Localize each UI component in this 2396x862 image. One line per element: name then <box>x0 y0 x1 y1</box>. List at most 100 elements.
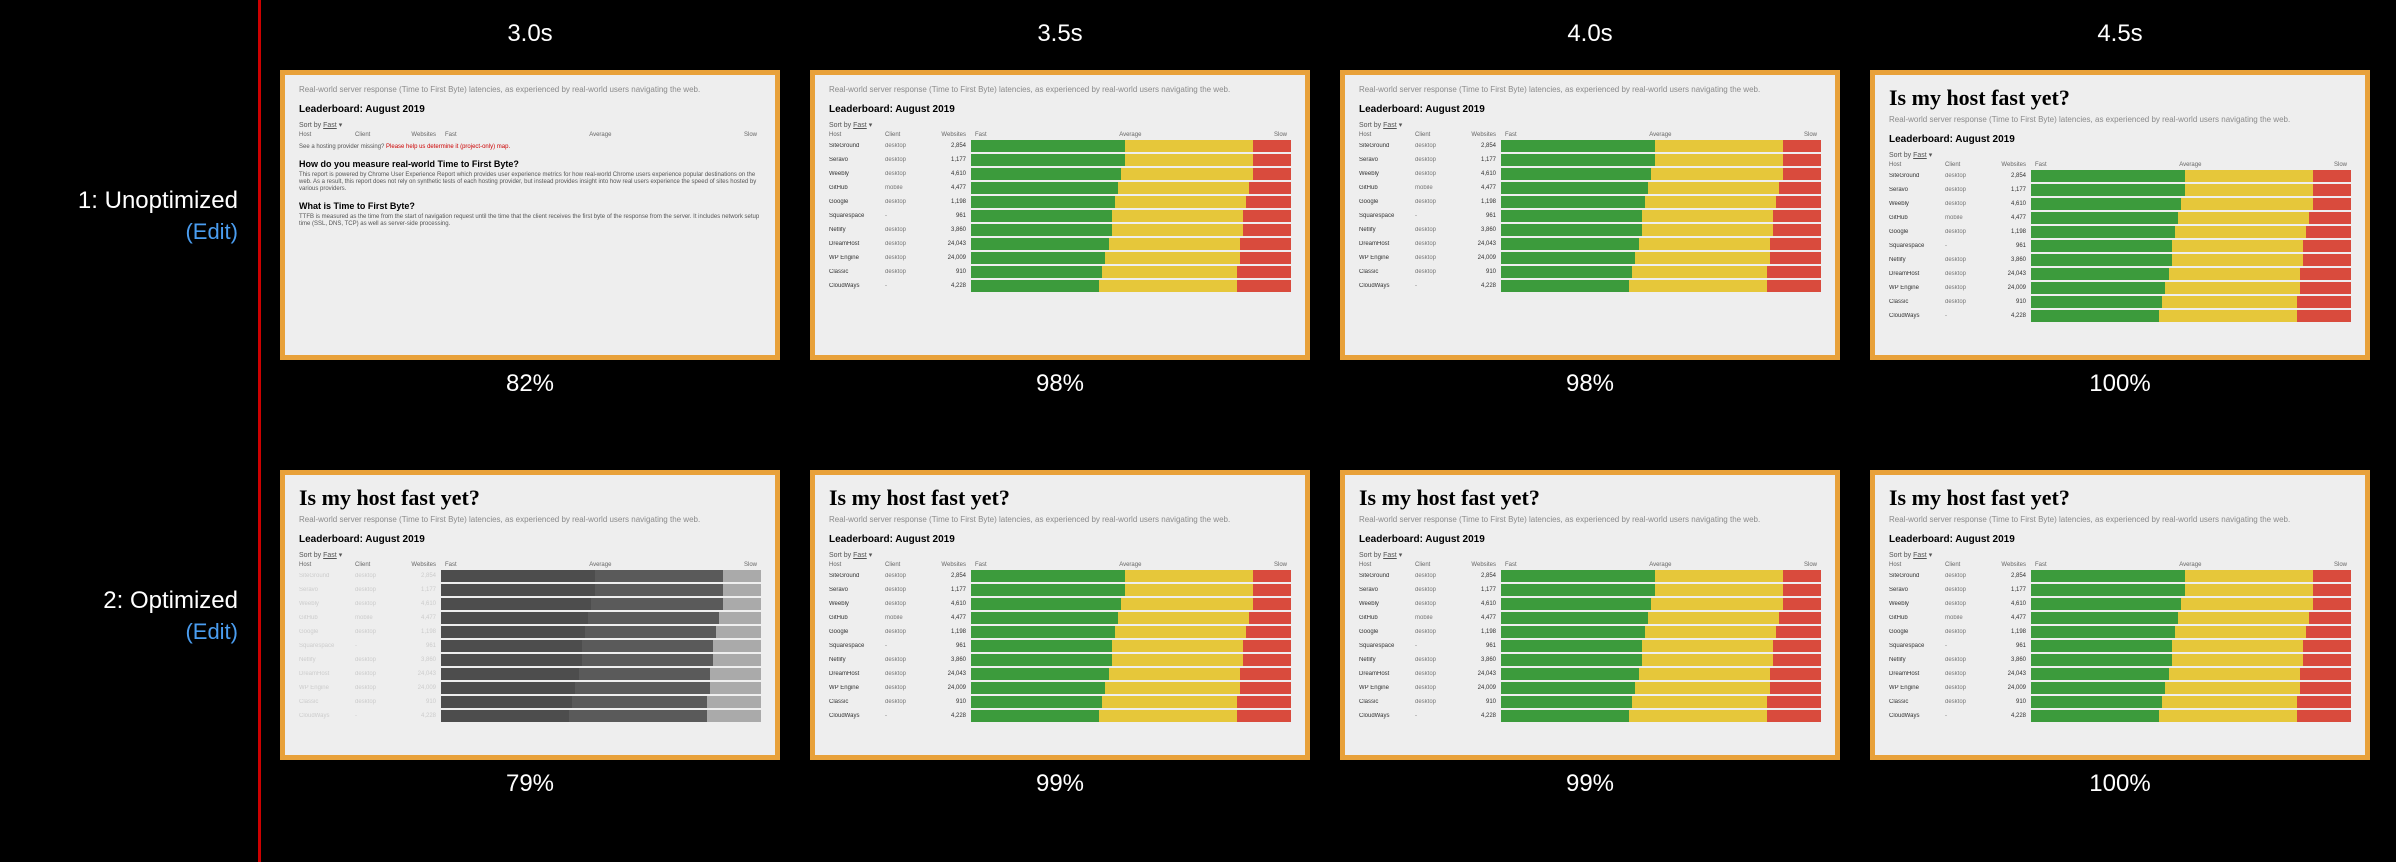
table-row: DreamHostdesktop24,043 <box>1889 668 2351 680</box>
leaderboard-heading: Leaderboard: August 2019 <box>1889 534 2351 545</box>
section-body: This report is powered by Chrome User Ex… <box>299 172 761 193</box>
table-row: WP Enginedesktop24,009 <box>1359 252 1821 264</box>
table-row: Classicdesktop910 <box>1359 266 1821 278</box>
row-label-text: 2: Optimized <box>0 585 238 617</box>
table-row: Netlifydesktop3,860 <box>1359 224 1821 236</box>
page-subtitle: Real-world server response (Time to Firs… <box>829 85 1291 94</box>
table-row: CloudWays-4,228 <box>1889 310 2351 322</box>
table-row: GitHubmobile4,477 <box>1889 612 2351 624</box>
section-body: TTFB is measured as the time from the st… <box>299 214 761 228</box>
table-row: WP Enginedesktop24,009 <box>1889 282 2351 294</box>
table-row: WP Enginedesktop24,009 <box>1889 682 2351 694</box>
table-row: Classicdesktop910 <box>1359 696 1821 708</box>
table-row: CloudWays-4,228 <box>1359 280 1821 292</box>
filmstrip-frame[interactable]: Real-world server response (Time to Firs… <box>1340 70 1840 360</box>
table-row: CloudWays-4,228 <box>1889 710 2351 722</box>
table-column-headers: HostClientWebsitesFastAverageSlow <box>1359 562 1821 568</box>
table-row: Googledesktop1,198 <box>1889 626 2351 638</box>
table-row: Googledesktop1,198 <box>829 196 1291 208</box>
webpage-thumbnail: Is my host fast yet?Real-world server re… <box>815 475 1305 755</box>
table-row: GitHubmobile4,477 <box>829 182 1291 194</box>
table-row: Seravodesktop1,177 <box>829 154 1291 166</box>
page-title: Is my host fast yet? <box>1889 485 2351 511</box>
timeline-divider <box>258 0 261 862</box>
leaderboard-heading: Leaderboard: August 2019 <box>829 534 1291 545</box>
table-row: Seravodesktop1,177 <box>299 584 761 596</box>
leaderboard-heading: Leaderboard: August 2019 <box>1359 534 1821 545</box>
table-row: Seravodesktop1,177 <box>1889 184 2351 196</box>
leaderboard-heading: Leaderboard: August 2019 <box>299 104 761 115</box>
table-row: Seravodesktop1,177 <box>1359 584 1821 596</box>
page-subtitle: Real-world server response (Time to Firs… <box>299 515 761 524</box>
table-row: GitHubmobile4,477 <box>1359 612 1821 624</box>
table-row: Netlifydesktop3,860 <box>829 654 1291 666</box>
page-subtitle: Real-world server response (Time to Firs… <box>1889 115 2351 124</box>
table-row: Classicdesktop910 <box>829 696 1291 708</box>
sort-by-control[interactable]: Sort by Fast ▾ <box>829 551 1291 559</box>
table-row: Weeblydesktop4,610 <box>1359 598 1821 610</box>
table-row: CloudWays-4,228 <box>1359 710 1821 722</box>
table-row: WP Enginedesktop24,009 <box>829 252 1291 264</box>
webpage-thumbnail: Is my host fast yet?Real-world server re… <box>1875 475 2365 755</box>
table-row: Netlifydesktop3,860 <box>1359 654 1821 666</box>
table-row: SiteGrounddesktop2,854 <box>299 570 761 582</box>
percent-label: 79% <box>280 770 780 798</box>
table-row: Googledesktop1,198 <box>829 626 1291 638</box>
sort-by-control[interactable]: Sort by Fast ▾ <box>1889 551 2351 559</box>
filmstrip-frame[interactable]: Is my host fast yet?Real-world server re… <box>1870 470 2370 760</box>
table-row: CloudWays-4,228 <box>829 710 1291 722</box>
table-row: Weeblydesktop4,610 <box>829 168 1291 180</box>
sort-by-control[interactable]: Sort by Fast ▾ <box>1359 121 1821 129</box>
filmstrip-frame[interactable]: Is my host fast yet?Real-world server re… <box>280 470 780 760</box>
table-row: GitHubmobile4,477 <box>829 612 1291 624</box>
time-header-2: 4.0s <box>1340 20 1840 48</box>
filmstrip-frame[interactable]: Is my host fast yet? Real-world server re… <box>1870 70 2370 360</box>
table-row: Weeblydesktop4,610 <box>299 598 761 610</box>
sort-by-control[interactable]: Sort by Fast ▾ <box>1889 151 2351 159</box>
leaderboard-heading: Leaderboard: August 2019 <box>1889 134 2351 145</box>
table-row: DreamHostdesktop24,043 <box>1359 238 1821 250</box>
table-row: Netlifydesktop3,860 <box>299 654 761 666</box>
filmstrip-frame[interactable]: Is my host fast yet?Real-world server re… <box>810 470 1310 760</box>
time-header-0: 3.0s <box>280 20 780 48</box>
percent-label: 99% <box>810 770 1310 798</box>
row-label-text: 1: Unoptimized <box>0 185 238 217</box>
filmstrip-frame[interactable]: Is my host fast yet?Real-world server re… <box>1340 470 1840 760</box>
table-row: SiteGrounddesktop2,854 <box>829 570 1291 582</box>
row-label-optimized: 2: Optimized(Edit) <box>0 585 238 647</box>
table-row: DreamHostdesktop24,043 <box>1359 668 1821 680</box>
table-row: Seravodesktop1,177 <box>1889 584 2351 596</box>
webpage-thumbnail: Real-world server response (Time to Firs… <box>1345 75 1835 355</box>
table-row: Squarespace-961 <box>1359 210 1821 222</box>
page-subtitle: Real-world server response (Time to Firs… <box>1359 515 1821 524</box>
table-column-headers: HostClientWebsitesFastAverageSlow <box>299 132 761 138</box>
table-row: SiteGrounddesktop2,854 <box>1889 570 2351 582</box>
table-column-headers: HostClientWebsitesFastAverageSlow <box>829 132 1291 138</box>
table-row: Classicdesktop910 <box>1889 696 2351 708</box>
percent-label: 100% <box>1870 770 2370 798</box>
sort-by-control[interactable]: Sort by Fast ▾ <box>299 551 761 559</box>
sort-by-control[interactable]: Sort by Fast ▾ <box>829 121 1291 129</box>
webpage-thumbnail: Is my host fast yet? Real-world server re… <box>1875 75 2365 355</box>
table-column-headers: HostClientWebsitesFastAverageSlow <box>1889 562 2351 568</box>
sort-by-control[interactable]: Sort by Fast ▾ <box>299 121 761 129</box>
table-row: Classicdesktop910 <box>1889 296 2351 308</box>
filmstrip-frame[interactable]: Real-world server response (Time to Firs… <box>810 70 1310 360</box>
table-row: Squarespace-961 <box>1889 640 2351 652</box>
page-title: Is my host fast yet? <box>1889 85 2351 111</box>
section-heading: What is Time to First Byte? <box>299 201 761 211</box>
table-row: SiteGrounddesktop2,854 <box>829 140 1291 152</box>
percent-label: 98% <box>1340 370 1840 398</box>
sort-by-control[interactable]: Sort by Fast ▾ <box>1359 551 1821 559</box>
leaderboard-heading: Leaderboard: August 2019 <box>299 534 761 545</box>
table-row: Weeblydesktop4,610 <box>1889 598 2351 610</box>
filmstrip-frame[interactable]: Real-world server response (Time to Firs… <box>280 70 780 360</box>
table-row: DreamHostdesktop24,043 <box>829 238 1291 250</box>
leaderboard-heading: Leaderboard: August 2019 <box>829 104 1291 115</box>
table-row: Weeblydesktop4,610 <box>1889 198 2351 210</box>
edit-link[interactable]: (Edit) <box>0 617 238 647</box>
edit-link[interactable]: (Edit) <box>0 217 238 247</box>
table-row: WP Enginedesktop24,009 <box>1359 682 1821 694</box>
table-row: Googledesktop1,198 <box>1359 626 1821 638</box>
table-row: Squarespace-961 <box>1359 640 1821 652</box>
